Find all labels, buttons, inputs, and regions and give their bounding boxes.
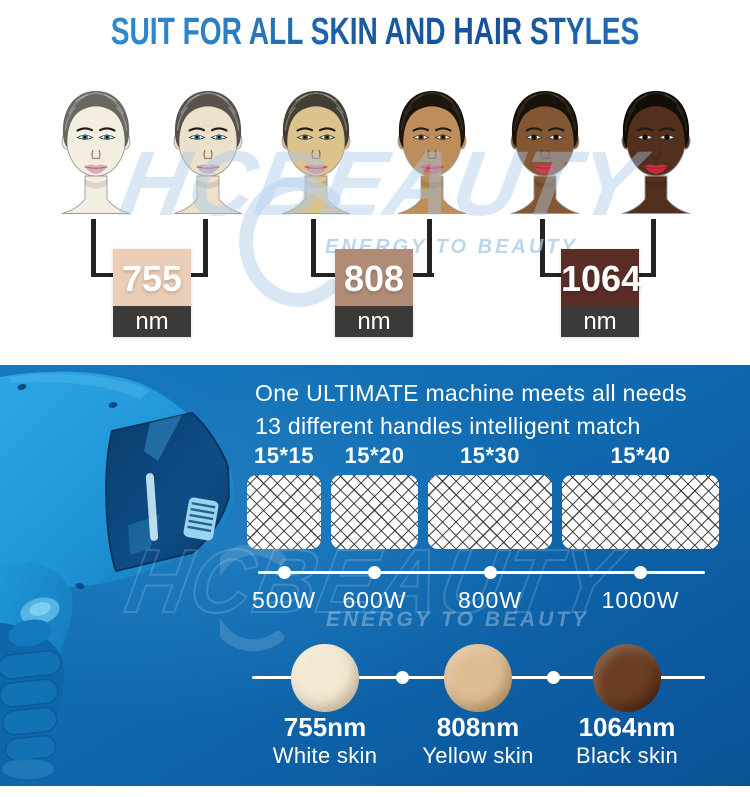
machine-heading-line2: 13 different handles intelligent match — [255, 413, 641, 439]
footer-strip — [0, 786, 750, 797]
skin-type-name: White skin — [272, 743, 378, 768]
wavelength-swatch-box: 808 nm — [335, 249, 413, 337]
bracket-tick — [203, 219, 208, 277]
power-label: 600W — [342, 587, 407, 613]
wavelength-swatch-box: 1064 nm — [561, 249, 641, 337]
spot-size-aperture-box — [428, 475, 552, 549]
spot-size-item: 15*40 — [562, 443, 719, 549]
face-illustration-dark-brown — [621, 91, 691, 214]
power-dot — [634, 566, 647, 579]
page-title-wrap: SUIT FOR ALL SKIN AND HAIR STYLES — [0, 10, 750, 54]
face-fair — [158, 80, 258, 222]
spot-size-label: 15*40 — [610, 443, 671, 468]
face-tan — [382, 80, 482, 222]
power-axis-line — [258, 571, 705, 574]
face-illustration-porcelain — [61, 91, 131, 214]
wavelength-value: 1064 — [561, 249, 641, 306]
bracket-tick — [651, 219, 656, 277]
wavelength-swatch-box: 755 nm — [113, 249, 191, 337]
wavelength-unit: nm — [561, 306, 639, 337]
skin-type-name: Black skin — [575, 743, 679, 768]
face-light-yellow — [266, 80, 366, 222]
page-title: SUIT FOR ALL SKIN AND HAIR STYLES — [98, 10, 653, 54]
skin-type-name: Yellow skin — [422, 743, 534, 768]
bracket-tick — [427, 219, 432, 277]
skin-type-wavelength: 1064nm — [578, 712, 676, 742]
skin-axis-dot — [546, 671, 560, 684]
skin-axis-dot — [395, 671, 409, 684]
spot-size-aperture-box — [247, 475, 321, 549]
face-porcelain — [46, 80, 146, 222]
bracket-tick — [311, 219, 316, 277]
spot-size-item: 15*15 — [247, 443, 321, 549]
spot-size-label: 15*15 — [253, 443, 314, 468]
power-dot — [277, 566, 291, 579]
wavelength-value: 808 — [335, 249, 413, 306]
spot-size-label: 15*30 — [459, 443, 520, 468]
spot-size-item: 15*30 — [428, 443, 552, 549]
wavelength-value: 755 — [113, 249, 191, 306]
face-illustration-fair — [173, 91, 243, 214]
skin-tone-swatch-black-skin — [593, 644, 661, 712]
face-dark-brown — [606, 80, 706, 222]
spot-size-aperture-box — [562, 475, 719, 549]
skin-type-wavelength: 755nm — [283, 712, 367, 742]
machine-section: HCBEAUTY ENERGY TO BEAUTY One ULTIMATE m… — [0, 365, 750, 786]
face-illustration-light-yellow — [281, 91, 351, 214]
spot-size-item: 15*20 — [331, 443, 418, 549]
face-brown — [495, 80, 595, 222]
wavelength-unit: nm — [335, 306, 413, 337]
power-dot — [368, 566, 381, 579]
face-illustration-tan — [397, 91, 467, 214]
skin-tone-swatch-white-skin — [291, 644, 359, 712]
bracket-tick — [91, 219, 96, 277]
spot-size-row: 15*15 15*20 15*30 15*40 — [247, 443, 719, 549]
spot-size-aperture-box — [331, 475, 418, 549]
power-label: 800W — [457, 587, 523, 613]
power-dot — [483, 566, 497, 579]
power-label: 500W — [251, 587, 317, 613]
machine-heading: One ULTIMATE machine meets all needs 13 … — [255, 377, 687, 443]
machine-heading-line1: One ULTIMATE machine meets all needs — [255, 380, 687, 406]
laser-handpiece-image — [0, 371, 234, 786]
skin-type-wavelength: 808nm — [436, 712, 520, 742]
skin-tone-swatch-yellow-skin — [444, 644, 512, 712]
wavelength-unit: nm — [113, 306, 191, 337]
power-label: 1000W — [601, 587, 680, 613]
face-row — [0, 0, 750, 360]
spot-size-label: 15*20 — [344, 443, 405, 468]
bracket-tick — [540, 219, 545, 277]
face-illustration-brown — [510, 91, 580, 214]
